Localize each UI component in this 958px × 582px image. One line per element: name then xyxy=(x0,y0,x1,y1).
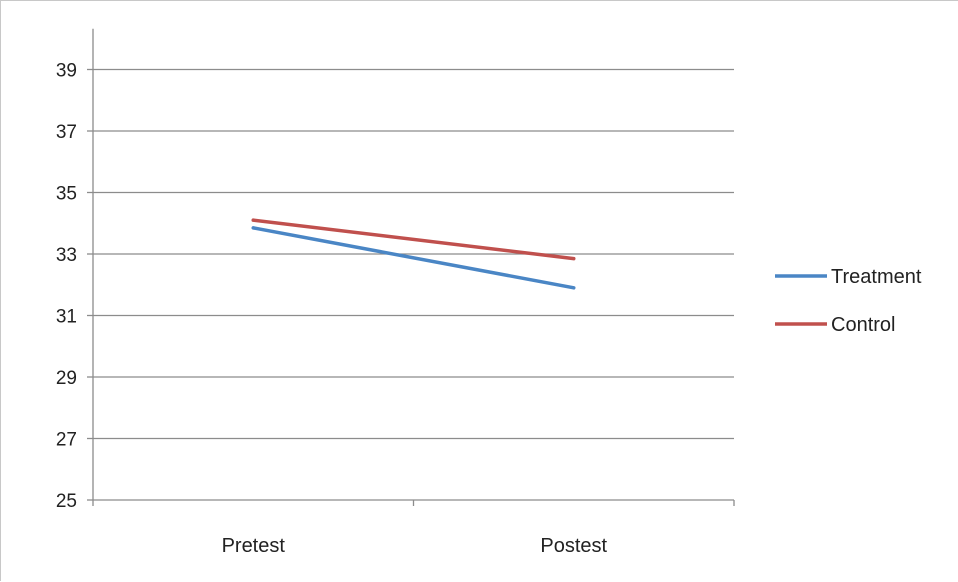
y-axis-tick-labels: 25 27 29 31 33 35 37 39 xyxy=(56,61,77,513)
legend-label-treatment: Treatment xyxy=(831,266,922,288)
x-category-label: Postest xyxy=(540,535,607,557)
series-line-control xyxy=(251,218,576,261)
y-tick-label: 39 xyxy=(56,61,77,82)
data-series xyxy=(251,218,576,290)
y-tick-label: 35 xyxy=(56,184,77,205)
x-category-label: Pretest xyxy=(222,535,286,557)
axes xyxy=(87,28,735,506)
y-tick-label: 29 xyxy=(56,368,77,389)
data-point-treatment xyxy=(251,226,255,230)
y-tick-label: 25 xyxy=(56,491,77,512)
y-tick-label: 33 xyxy=(56,245,77,266)
data-point-control xyxy=(251,218,255,222)
series-line-treatment xyxy=(251,226,576,290)
y-tick-label: 37 xyxy=(56,122,77,143)
data-point-treatment xyxy=(572,286,576,290)
data-point-control xyxy=(572,257,576,261)
legend: Treatment Control xyxy=(775,266,922,336)
legend-label-control: Control xyxy=(831,314,895,336)
gridlines xyxy=(93,68,734,440)
y-tick-label: 27 xyxy=(56,430,77,451)
x-axis-category-labels: Pretest Postest xyxy=(222,535,608,557)
y-tick-label: 31 xyxy=(56,307,77,328)
